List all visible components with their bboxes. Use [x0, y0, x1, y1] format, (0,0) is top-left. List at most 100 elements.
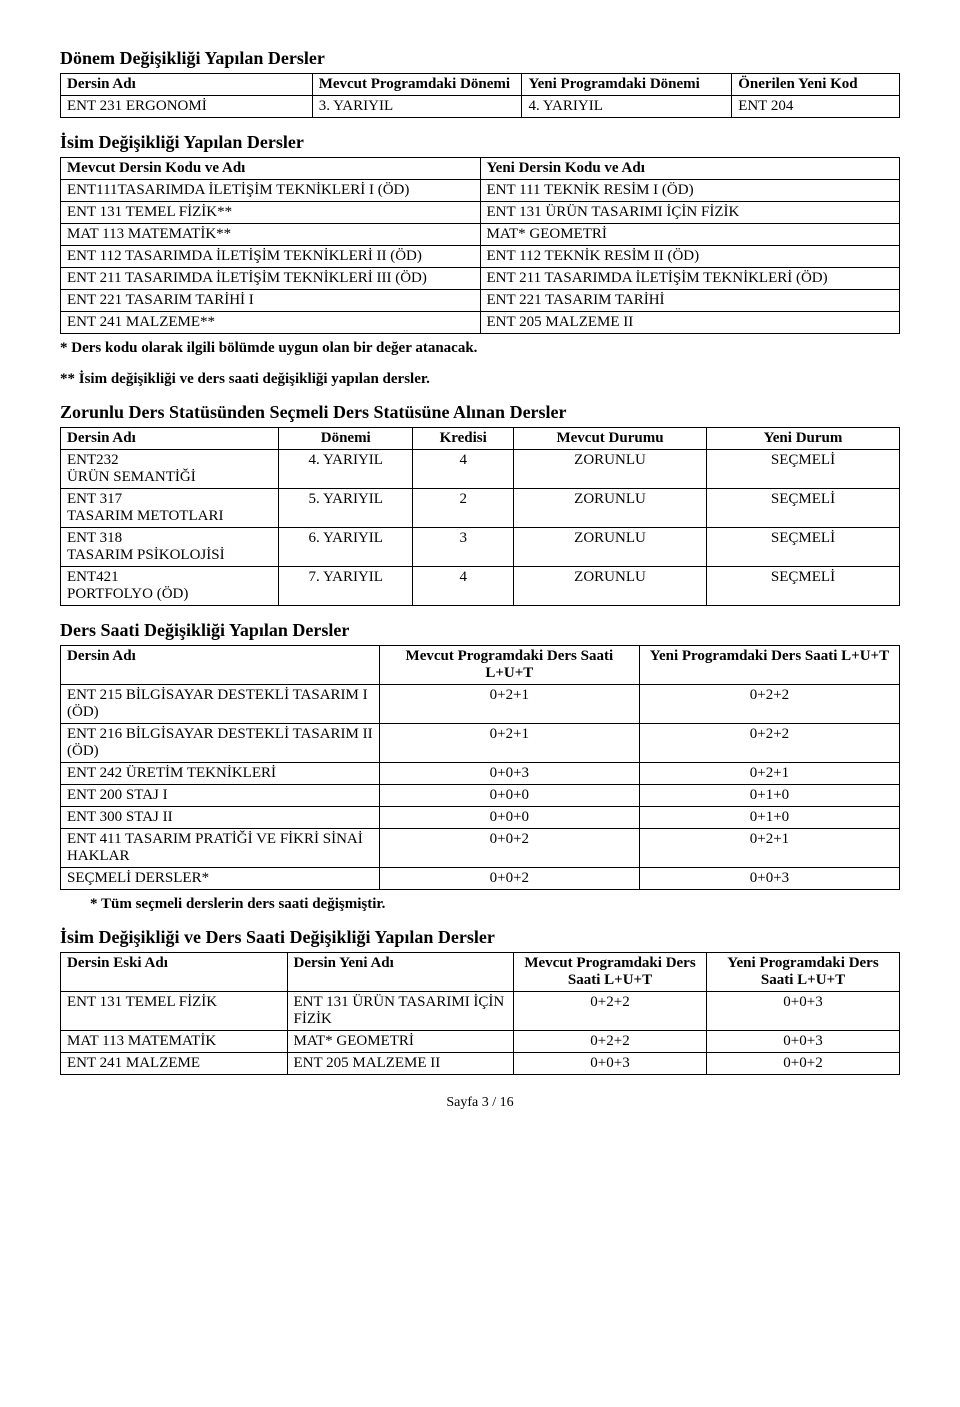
table-cell: ENT232 ÜRÜN SEMANTİĞİ — [61, 450, 279, 489]
table-isim-ders-saati: Dersin Eski Adı Dersin Yeni Adı Mevcut P… — [60, 952, 900, 1075]
s4-h1: Mevcut Programdaki Ders Saati L+U+T — [379, 646, 639, 685]
table-cell: ENT 241 MALZEME** — [61, 312, 481, 334]
table-cell: ENT 211 TASARIMDA İLETİŞİM TEKNİKLERİ (Ö… — [480, 268, 900, 290]
table-cell: 3. YARIYIL — [312, 96, 522, 118]
s2-h0: Mevcut Dersin Kodu ve Adı — [61, 158, 481, 180]
s1-h1: Mevcut Programdaki Dönemi — [312, 74, 522, 96]
table-cell: ENT 216 BİLGİSAYAR DESTEKLİ TASARIM II (… — [61, 724, 380, 763]
table-cell: MAT* GEOMETRİ — [480, 224, 900, 246]
table-cell: 0+0+3 — [707, 1031, 900, 1053]
table-cell: ENT 300 STAJ II — [61, 807, 380, 829]
s1-h0: Dersin Adı — [61, 74, 313, 96]
table-cell: 0+0+2 — [379, 868, 639, 890]
s3-h1: Dönemi — [279, 428, 413, 450]
table-cell: 0+2+2 — [514, 1031, 707, 1053]
table-cell: 0+1+0 — [639, 785, 899, 807]
table-cell: 0+2+1 — [639, 829, 899, 868]
table-cell: ENT 318 TASARIM PSİKOLOJİSİ — [61, 528, 279, 567]
table-cell: 0+0+3 — [707, 992, 900, 1031]
s4-h2: Yeni Programdaki Ders Saati L+U+T — [639, 646, 899, 685]
table-cell: 0+0+0 — [379, 807, 639, 829]
table-cell: 3 — [413, 528, 514, 567]
table-cell: 4 — [413, 450, 514, 489]
table-cell: 2 — [413, 489, 514, 528]
table-isim-degisikligi: Mevcut Dersin Kodu ve Adı Yeni Dersin Ko… — [60, 157, 900, 334]
table-cell: ENT421 PORTFOLYO (ÖD) — [61, 567, 279, 606]
table-cell: ENT 131 TEMEL FİZİK — [61, 992, 288, 1031]
table-cell: 0+2+2 — [639, 685, 899, 724]
table-cell: 5. YARIYIL — [279, 489, 413, 528]
table-cell: ENT 317 TASARIM METOTLARI — [61, 489, 279, 528]
table-cell: 6. YARIYIL — [279, 528, 413, 567]
table-cell: ENT 211 TASARIMDA İLETİŞİM TEKNİKLERİ II… — [61, 268, 481, 290]
s2-h1: Yeni Dersin Kodu ve Adı — [480, 158, 900, 180]
table-cell: ENT 131 ÜRÜN TASARIMI İÇİN FİZİK — [480, 202, 900, 224]
s3-h4: Yeni Durum — [707, 428, 900, 450]
s1-h3: Önerilen Yeni Kod — [732, 74, 900, 96]
table-cell: ENT 221 TASARIM TARİHİ — [480, 290, 900, 312]
s4-h0: Dersin Adı — [61, 646, 380, 685]
table-cell: ENT 242 ÜRETİM TEKNİKLERİ — [61, 763, 380, 785]
table-cell: SEÇMELİ DERSLER* — [61, 868, 380, 890]
table-cell: ENT 200 STAJ I — [61, 785, 380, 807]
table-cell: ENT 215 BİLGİSAYAR DESTEKLİ TASARIM I (Ö… — [61, 685, 380, 724]
section2-note2: ** İsim değişikliği ve ders saati değişi… — [60, 371, 900, 388]
table-cell: ENT 241 MALZEME — [61, 1053, 288, 1075]
section3-title: Zorunlu Ders Statüsünden Seçmeli Ders St… — [60, 402, 900, 423]
table-cell: 0+2+1 — [639, 763, 899, 785]
table-cell: 0+2+2 — [514, 992, 707, 1031]
s5-h3: Yeni Programdaki Ders Saati L+U+T — [707, 953, 900, 992]
table-cell: 0+0+2 — [379, 829, 639, 868]
section2-title: İsim Değişikliği Yapılan Dersler — [60, 132, 900, 153]
table-cell: SEÇMELİ — [707, 567, 900, 606]
table-cell: ENT 111 TEKNİK RESİM I (ÖD) — [480, 180, 900, 202]
table-donem-degisikligi: Dersin Adı Mevcut Programdaki Dönemi Yen… — [60, 73, 900, 118]
table-cell: 0+2+1 — [379, 724, 639, 763]
table-cell: 4. YARIYIL — [279, 450, 413, 489]
table-cell: SEÇMELİ — [707, 528, 900, 567]
s5-h0: Dersin Eski Adı — [61, 953, 288, 992]
table-cell: ZORUNLU — [514, 528, 707, 567]
table-cell: 0+0+3 — [639, 868, 899, 890]
table-cell: MAT 113 MATEMATİK — [61, 1031, 288, 1053]
table-cell: SEÇMELİ — [707, 489, 900, 528]
section1-title: Dönem Değişikliği Yapılan Dersler — [60, 48, 900, 69]
table-cell: ENT 131 ÜRÜN TASARIMI İÇİN FİZİK — [287, 992, 514, 1031]
table-cell: ENT 221 TASARIM TARİHİ I — [61, 290, 481, 312]
table-cell: MAT 113 MATEMATİK** — [61, 224, 481, 246]
s3-h2: Kredisi — [413, 428, 514, 450]
section2-note1: * Ders kodu olarak ilgili bölümde uygun … — [60, 340, 900, 357]
table-cell: 0+0+0 — [379, 785, 639, 807]
table-cell: 0+1+0 — [639, 807, 899, 829]
s5-h2: Mevcut Programdaki Ders Saati L+U+T — [514, 953, 707, 992]
table-cell: 0+0+3 — [514, 1053, 707, 1075]
table-cell: ENT 204 — [732, 96, 900, 118]
section4-title: Ders Saati Değişikliği Yapılan Dersler — [60, 620, 900, 641]
s3-h3: Mevcut Durumu — [514, 428, 707, 450]
table-cell: MAT* GEOMETRİ — [287, 1031, 514, 1053]
table-cell: 0+2+2 — [639, 724, 899, 763]
table-cell: 0+0+3 — [379, 763, 639, 785]
table-cell: ENT 205 MALZEME II — [287, 1053, 514, 1075]
s1-h2: Yeni Programdaki Dönemi — [522, 74, 732, 96]
table-cell: SEÇMELİ — [707, 450, 900, 489]
table-cell: ENT111TASARIMDA İLETİŞİM TEKNİKLERİ I (Ö… — [61, 180, 481, 202]
table-cell: ENT 131 TEMEL FİZİK** — [61, 202, 481, 224]
table-cell: ENT 112 TASARIMDA İLETİŞİM TEKNİKLERİ II… — [61, 246, 481, 268]
page-footer: Sayfa 3 / 16 — [60, 1095, 900, 1111]
table-cell: 4. YARIYIL — [522, 96, 732, 118]
table-zorunlu-secmeli: Dersin Adı Dönemi Kredisi Mevcut Durumu … — [60, 427, 900, 606]
table-cell: 0+2+1 — [379, 685, 639, 724]
table-ders-saati: Dersin Adı Mevcut Programdaki Ders Saati… — [60, 645, 900, 890]
section4-note: * Tüm seçmeli derslerin ders saati değiş… — [90, 896, 900, 913]
table-cell: 0+0+2 — [707, 1053, 900, 1075]
table-cell: ZORUNLU — [514, 489, 707, 528]
table-cell: ZORUNLU — [514, 450, 707, 489]
table-cell: ENT 231 ERGONOMİ — [61, 96, 313, 118]
table-cell: 4 — [413, 567, 514, 606]
table-cell: ZORUNLU — [514, 567, 707, 606]
section5-title: İsim Değişikliği ve Ders Saati Değişikli… — [60, 927, 900, 948]
s3-h0: Dersin Adı — [61, 428, 279, 450]
table-cell: ENT 411 TASARIM PRATİĞİ VE FİKRİ SİNAİ H… — [61, 829, 380, 868]
table-cell: ENT 205 MALZEME II — [480, 312, 900, 334]
